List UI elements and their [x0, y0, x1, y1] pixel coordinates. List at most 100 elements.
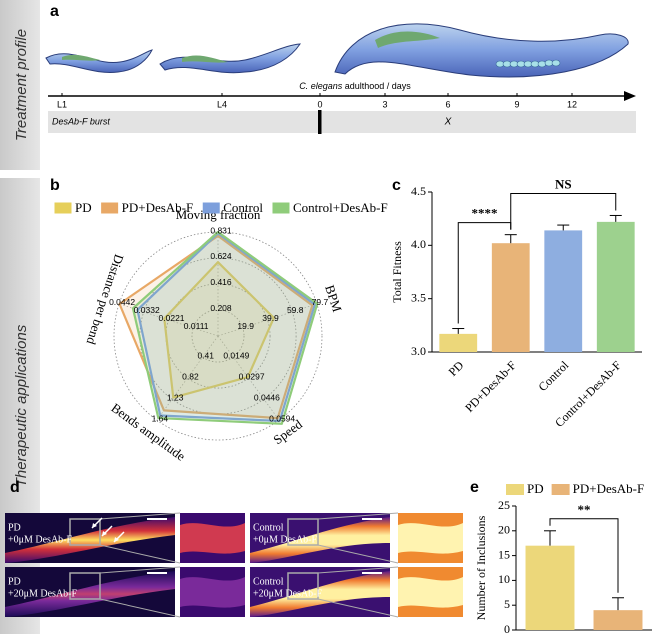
y-tick-label: 3.5: [411, 290, 426, 304]
panel-label: a: [50, 3, 59, 20]
zoom-box: [69, 572, 101, 600]
radar-tick-label: 79.7: [312, 297, 329, 307]
legend-swatch: [506, 484, 524, 495]
zoom-signal: [180, 577, 245, 608]
side-label: Treatment profile: [13, 29, 30, 141]
y-tick-label: 4.0: [411, 237, 426, 251]
arrow-head: [92, 523, 97, 528]
significance-bracket: [510, 192, 617, 230]
significance-label: **: [578, 502, 591, 517]
y-tick-label: 3.0: [411, 344, 426, 358]
y-tick-label: 25: [498, 498, 510, 512]
radar-tick-label: 0.0332: [134, 305, 160, 315]
radar-tick-label: 1.64: [152, 413, 169, 423]
bar: [439, 333, 478, 352]
timeline-title-text: adulthood / days: [345, 81, 412, 91]
timeline-title-italic: C. elegans: [299, 81, 343, 91]
panel-label: e: [470, 479, 479, 496]
legend-label: Control: [223, 200, 263, 215]
radar-tick-label: 0.0111: [184, 321, 209, 331]
image-label: PD: [8, 576, 21, 587]
treatment-bar: [48, 111, 636, 133]
timeline-stage: 6: [445, 99, 450, 109]
treatment-label: DesAb-F burst: [52, 116, 110, 126]
radar-tick-label: 39.9: [262, 313, 279, 323]
zoom-link: [317, 544, 399, 564]
radar-tick-label: 0.831: [210, 225, 232, 235]
arrow-head: [114, 537, 119, 542]
timeline-stage: 9: [514, 99, 519, 109]
arrow-head: [102, 531, 107, 536]
radar-tick-label: 19.9: [237, 321, 254, 331]
radar-tick-label: 0.0149: [223, 350, 249, 360]
y-axis-label: Total Fitness: [390, 241, 404, 303]
legend-label: PD: [527, 481, 544, 496]
y-tick-label: 4.5: [411, 184, 426, 198]
bar: [596, 221, 635, 352]
image-label: +0μM DesAb-F: [8, 534, 72, 545]
radar-tick-label: 0.0297: [239, 371, 265, 381]
radar-series: [163, 261, 275, 399]
x-tick-label: Control: [535, 358, 571, 394]
timeline-arrow: [624, 91, 636, 101]
zoom-signal: [398, 577, 463, 608]
x-tick-label: PD: [446, 358, 467, 379]
panel-label: c: [392, 177, 401, 194]
y-tick-label: 5: [504, 597, 510, 611]
radar-tick-label: 0.0446: [254, 392, 280, 402]
image-label: +20μM DesAb-F: [8, 588, 77, 599]
timeline-stage: L1: [57, 99, 67, 109]
legend-label: PD: [75, 200, 92, 215]
legend-label: PD+DesAb-F: [573, 481, 645, 496]
bar: [593, 610, 643, 630]
image-label: +0μM DesAb-F: [253, 534, 317, 545]
significance-bracket: [549, 518, 619, 593]
y-tick-label: 0: [504, 622, 510, 634]
worm-signal: [250, 571, 390, 617]
zoom-box: [287, 518, 319, 546]
radar-tick-label: 0.0221: [159, 313, 185, 323]
y-tick-label: 20: [498, 523, 510, 537]
bar: [525, 545, 575, 630]
radar-ring: [165, 283, 271, 389]
radar-tick-label: 0.82: [182, 371, 199, 381]
significance-label: ****: [472, 206, 498, 221]
side-bar: [0, 0, 40, 170]
image-label: Control: [253, 576, 284, 587]
timeline-stage: 3: [382, 99, 387, 109]
radar-axis-name: Moving fraction: [176, 207, 261, 222]
radar-tick-label: 0.416: [210, 277, 232, 287]
zoom-signal: [398, 523, 463, 554]
bar-chart: 0 5 10 15 20 25 Number of Inclusions PD PD+DesAb…: [474, 481, 652, 634]
zoom-box: [69, 518, 101, 546]
bar: [544, 230, 583, 352]
timeline-stages: L1 L4 0 3 6 9 12: [57, 93, 577, 109]
legend-swatch: [551, 484, 570, 495]
legend-label: PD+DesAb-F: [122, 200, 194, 215]
zoom-link: [317, 598, 399, 618]
side-label: Therapeutic applications: [13, 324, 30, 487]
zoom-link: [99, 512, 181, 520]
panel-label: d: [10, 479, 20, 496]
radar-tick-label: 0.0594: [269, 413, 295, 423]
zoom-box: [287, 572, 319, 600]
zoom-link: [317, 512, 399, 520]
zoom-signal: [180, 523, 245, 554]
zoom-link: [317, 566, 399, 574]
legend-swatch: [202, 202, 220, 214]
significance-label: NS: [555, 176, 572, 191]
timeline-stage: 12: [567, 99, 577, 109]
timeline-stage: L4: [217, 99, 227, 109]
radar-series: [136, 232, 316, 423]
legend-label: Control+DesAb-F: [293, 200, 388, 215]
zoom-link: [99, 544, 181, 564]
radar-ring: [113, 231, 323, 441]
radar-tick-label: 0.41: [197, 350, 214, 360]
radar-series: [131, 230, 319, 425]
y-tick-label: 15: [498, 547, 510, 561]
image-label: +20μM DesAb-F: [253, 588, 322, 599]
